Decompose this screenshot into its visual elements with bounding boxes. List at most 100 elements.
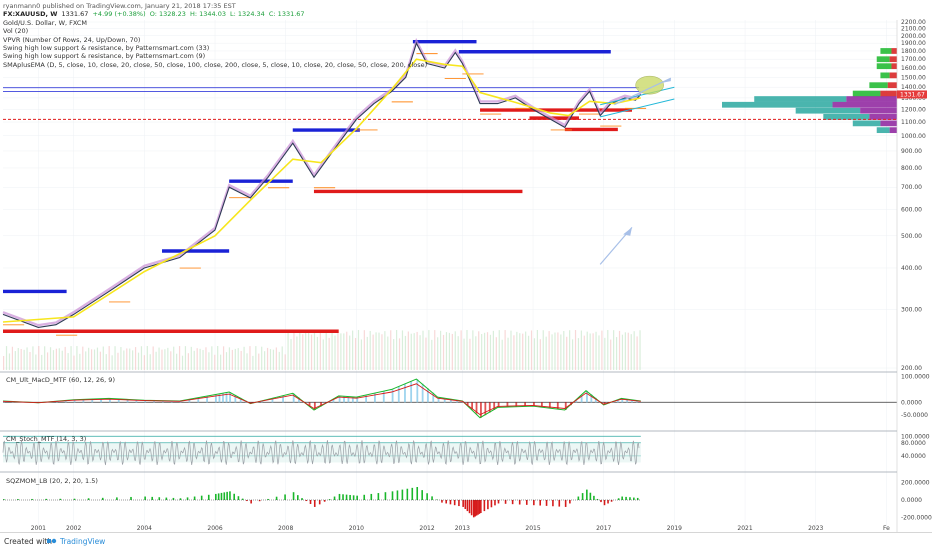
x-tick-label: 2015 bbox=[525, 525, 540, 532]
volume-bar bbox=[587, 332, 588, 370]
x-tick-label: 2023 bbox=[808, 525, 823, 532]
volume-profile-up-bar bbox=[853, 91, 881, 97]
volume-bar bbox=[534, 338, 535, 370]
volume-bar bbox=[82, 347, 83, 370]
sqz-histogram-bar bbox=[158, 497, 160, 500]
sqz-histogram-bar bbox=[310, 500, 312, 504]
volume-bar bbox=[478, 331, 479, 370]
macd-histogram-bar bbox=[489, 402, 491, 412]
volume-bar bbox=[540, 339, 541, 370]
volume-bar bbox=[18, 348, 19, 370]
volume-bar bbox=[226, 352, 227, 370]
volume-bar bbox=[531, 330, 532, 370]
volume-bar bbox=[138, 353, 139, 370]
volume-bar bbox=[279, 352, 280, 370]
volume-bar bbox=[595, 332, 596, 370]
volume-bar bbox=[466, 330, 467, 370]
volume-bar bbox=[326, 330, 327, 370]
sqz-histogram-bar bbox=[441, 500, 443, 503]
volume-bar bbox=[481, 334, 482, 370]
volume-bar bbox=[425, 338, 426, 370]
volume-bar bbox=[62, 351, 63, 370]
volume-bar bbox=[431, 340, 432, 370]
volume-bar bbox=[103, 347, 104, 370]
stoch-pane-label[interactable]: CM_Stoch_MTF (14, 3, 3) bbox=[6, 435, 86, 443]
volume-bar bbox=[282, 346, 283, 370]
volume-bar bbox=[572, 339, 573, 370]
volume-profile-down-bar bbox=[888, 82, 897, 88]
volume-bar bbox=[65, 347, 66, 370]
sqz-histogram-bar bbox=[471, 500, 473, 515]
sqz-histogram-bar bbox=[476, 500, 478, 516]
volume-bar bbox=[340, 333, 341, 370]
volume-bar bbox=[188, 353, 189, 370]
macd-pane-label[interactable]: CM_Ult_MacD_MTF (60, 12, 26, 9) bbox=[6, 376, 115, 384]
sqz-histogram-bar bbox=[469, 500, 471, 513]
sqz-histogram-bar bbox=[426, 493, 428, 500]
volume-bar bbox=[396, 330, 397, 370]
volume-profile-up-bar bbox=[877, 127, 890, 133]
tradingview-brand-link[interactable]: TradingView bbox=[60, 537, 105, 546]
indicator-legend-item[interactable]: Swing high low support & resistance, by … bbox=[3, 44, 209, 52]
volume-bar bbox=[373, 335, 374, 370]
indicator-legend-item[interactable]: VPVR (Number Of Rows, 24, Up/Down, 70) bbox=[3, 36, 140, 44]
sqz-y-tick-label: 200.0000 bbox=[901, 480, 930, 487]
indicator-legend-item[interactable]: Swing high low support & resistance, by … bbox=[3, 52, 205, 60]
sqz-pane-label[interactable]: SQZMOM_LB (20, 2, 20, 1.5) bbox=[6, 477, 98, 485]
volume-bar bbox=[563, 331, 564, 370]
volume-bar bbox=[490, 335, 491, 370]
volume-bar bbox=[604, 338, 605, 370]
volume-bar bbox=[255, 346, 256, 370]
indicator-legend-item[interactable]: SMAplusEMA (D, 5, close, 10, close, 20, … bbox=[3, 61, 427, 69]
volume-bar bbox=[24, 350, 25, 370]
sqz-histogram-bar bbox=[416, 487, 418, 500]
ohlc-line: FX:XAUUSD, W 1331.67 +4.99 (+0.38%) O: 1… bbox=[3, 10, 307, 18]
volume-bar bbox=[126, 348, 127, 370]
volume-bar bbox=[578, 338, 579, 370]
sqz-histogram-bar bbox=[229, 491, 231, 500]
macd-histogram-bar bbox=[229, 392, 231, 402]
volume-bar bbox=[267, 348, 268, 370]
y-tick-label: 900.00 bbox=[901, 148, 922, 155]
volume-bar bbox=[411, 334, 412, 370]
sqz-histogram-bar bbox=[445, 500, 447, 503]
volume-profile-down-bar bbox=[891, 63, 897, 69]
volume-bar bbox=[443, 335, 444, 370]
volume-bar bbox=[575, 330, 576, 370]
sqz-histogram-bar bbox=[151, 497, 153, 500]
volume-bar bbox=[132, 350, 133, 370]
volume-bar bbox=[311, 335, 312, 370]
indicator-legend-item[interactable]: Gold/U.S. Dollar, W, FXCM bbox=[3, 19, 87, 27]
volume-bar bbox=[513, 335, 514, 370]
x-tick-label: 2021 bbox=[737, 525, 752, 532]
volume-bar bbox=[147, 346, 148, 370]
volume-bar bbox=[402, 330, 403, 370]
indicator-legend-item[interactable]: Vol (20) bbox=[3, 27, 28, 35]
volume-bar bbox=[434, 330, 435, 370]
volume-bar bbox=[141, 346, 142, 370]
volume-bar bbox=[241, 351, 242, 370]
volume-bar bbox=[314, 331, 315, 370]
footer-bar: Created with TradingView bbox=[0, 532, 932, 551]
volume-bar bbox=[12, 347, 13, 370]
y-tick-label: 800.00 bbox=[901, 165, 922, 172]
y-tick-label: 1200.00 bbox=[901, 106, 926, 113]
volume-profile-down-bar bbox=[891, 48, 897, 54]
volume-bar bbox=[26, 347, 27, 370]
sqz-histogram-bar bbox=[144, 497, 146, 500]
sqz-histogram-bar bbox=[569, 500, 571, 503]
volume-bar bbox=[419, 335, 420, 370]
sqz-histogram-bar bbox=[558, 500, 560, 507]
volume-bar bbox=[258, 354, 259, 370]
volume-bar bbox=[334, 336, 335, 370]
volume-bar bbox=[569, 330, 570, 370]
volume-bar bbox=[88, 348, 89, 370]
volume-bar bbox=[59, 348, 60, 370]
volume-profile-down-bar bbox=[880, 120, 897, 126]
volume-bar bbox=[305, 333, 306, 370]
sqz-histogram-bar bbox=[421, 490, 423, 500]
volume-bar bbox=[440, 331, 441, 370]
sqz-histogram-bar bbox=[526, 500, 528, 505]
sqz-histogram-bar bbox=[370, 494, 372, 500]
